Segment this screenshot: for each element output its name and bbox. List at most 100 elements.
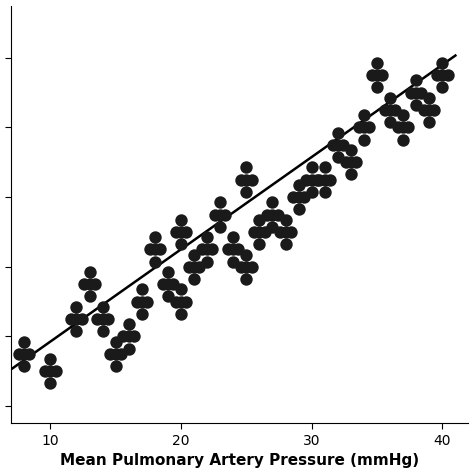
Point — [420, 106, 428, 114]
Point — [117, 350, 125, 357]
X-axis label: Mean Pulmonary Artery Pressure (mmHg): Mean Pulmonary Artery Pressure (mmHg) — [60, 454, 419, 468]
Point — [217, 211, 224, 219]
Point — [229, 233, 237, 241]
Point — [195, 263, 203, 271]
Point — [143, 298, 151, 305]
Point — [412, 89, 420, 96]
Point — [355, 124, 363, 131]
Point — [177, 228, 185, 236]
Point — [107, 350, 114, 357]
Point — [112, 362, 119, 370]
Point — [130, 333, 138, 340]
Point — [386, 106, 394, 114]
Point — [243, 188, 250, 196]
Point — [308, 176, 315, 183]
Point — [347, 171, 355, 178]
Point — [381, 106, 389, 114]
Point — [255, 216, 263, 224]
Point — [86, 268, 93, 276]
Point — [15, 350, 23, 357]
Point — [177, 298, 185, 305]
Point — [177, 240, 185, 248]
Point — [326, 176, 334, 183]
Point — [26, 350, 33, 357]
Point — [399, 124, 407, 131]
Point — [46, 355, 54, 363]
Point — [243, 263, 250, 271]
Point — [52, 367, 59, 375]
Point — [248, 176, 255, 183]
Point — [342, 158, 349, 166]
Point — [86, 292, 93, 300]
Point — [211, 211, 219, 219]
Point — [438, 59, 446, 67]
Point — [203, 246, 211, 253]
Point — [399, 136, 407, 144]
Point — [99, 303, 106, 310]
Point — [185, 263, 192, 271]
Point — [125, 345, 133, 352]
Point — [20, 362, 28, 370]
Point — [224, 246, 232, 253]
Point — [407, 89, 415, 96]
Point — [203, 233, 211, 241]
Point — [302, 176, 310, 183]
Point — [255, 240, 263, 248]
Point — [321, 176, 328, 183]
Point — [334, 141, 342, 149]
Point — [295, 181, 302, 189]
Point — [73, 303, 80, 310]
Point — [274, 211, 282, 219]
Point — [86, 281, 93, 288]
Point — [321, 188, 328, 196]
Point — [243, 176, 250, 183]
Point — [269, 223, 276, 230]
Point — [269, 211, 276, 219]
Point — [190, 275, 198, 283]
Point — [282, 240, 289, 248]
Point — [151, 246, 159, 253]
Point — [177, 286, 185, 293]
Point — [159, 281, 166, 288]
Point — [418, 89, 425, 96]
Point — [433, 72, 441, 79]
Point — [308, 188, 315, 196]
Point — [386, 118, 394, 126]
Point — [73, 328, 80, 335]
Point — [404, 124, 412, 131]
Point — [151, 233, 159, 241]
Point — [125, 320, 133, 328]
Point — [67, 315, 75, 323]
Point — [295, 193, 302, 201]
Point — [329, 141, 337, 149]
Point — [394, 124, 401, 131]
Point — [243, 275, 250, 283]
Point — [209, 246, 216, 253]
Point — [112, 338, 119, 346]
Point — [198, 246, 206, 253]
Point — [182, 228, 190, 236]
Point — [151, 258, 159, 265]
Point — [290, 193, 297, 201]
Point — [282, 228, 289, 236]
Point — [41, 367, 49, 375]
Point — [300, 193, 308, 201]
Point — [46, 380, 54, 387]
Point — [235, 246, 242, 253]
Point — [276, 228, 284, 236]
Point — [352, 158, 360, 166]
Point — [73, 315, 80, 323]
Point — [347, 146, 355, 154]
Point — [243, 251, 250, 258]
Point — [426, 94, 433, 101]
Point — [243, 164, 250, 171]
Point — [120, 333, 128, 340]
Point — [133, 298, 140, 305]
Point — [308, 164, 315, 171]
Point — [91, 281, 99, 288]
Point — [365, 124, 373, 131]
Point — [426, 106, 433, 114]
Point — [347, 158, 355, 166]
Point — [93, 315, 101, 323]
Point — [264, 211, 271, 219]
